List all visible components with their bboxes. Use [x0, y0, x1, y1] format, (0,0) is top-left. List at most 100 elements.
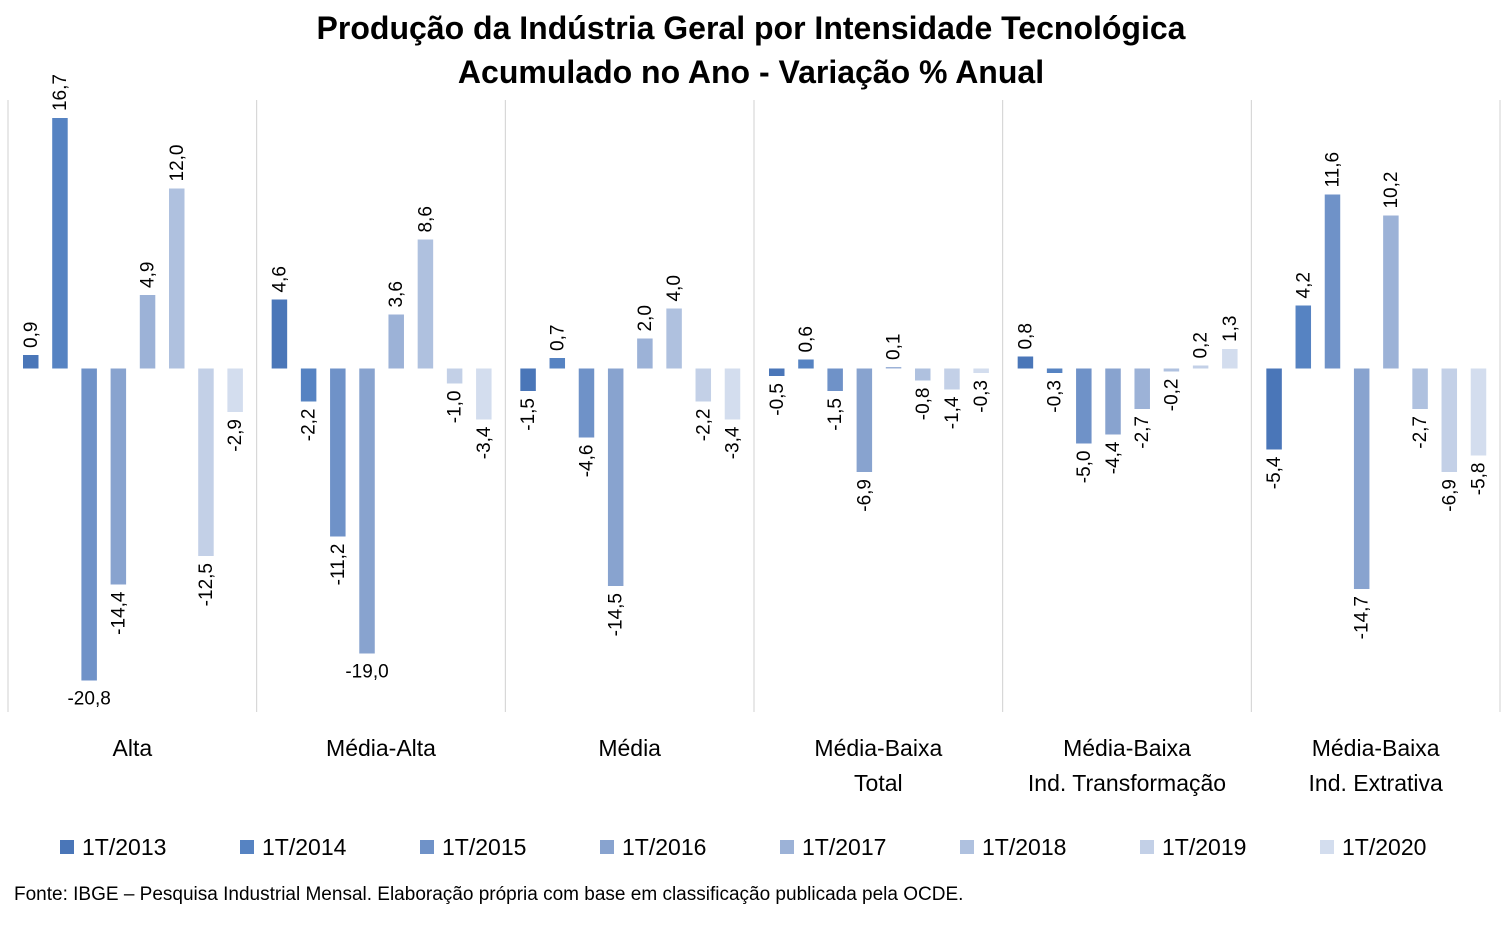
bar: [1383, 215, 1399, 369]
bar: [169, 188, 185, 369]
data-label: -4,4: [1103, 441, 1124, 474]
bar: [300, 368, 317, 402]
category-label: Ind. Transformação: [1028, 770, 1226, 796]
data-label: 3,6: [386, 281, 407, 307]
data-label: 16,7: [50, 74, 71, 111]
data-label: -0,5: [767, 383, 788, 416]
bar: [1266, 368, 1282, 450]
bar: [359, 368, 375, 654]
data-label: -11,2: [328, 544, 349, 586]
data-label: 4,9: [138, 262, 159, 288]
data-label: 11,6: [1322, 152, 1343, 188]
bar: [1076, 368, 1092, 444]
legend-label: 1T/2014: [262, 834, 347, 860]
bar: [769, 368, 785, 376]
bar: [1046, 368, 1063, 373]
data-label: 4,6: [269, 266, 290, 292]
data-label: -5,4: [1264, 456, 1285, 489]
data-label: -6,9: [1439, 479, 1460, 512]
legend-swatch: [600, 840, 614, 854]
category-label: Média-Alta: [326, 735, 436, 761]
data-label: -1,5: [825, 398, 846, 431]
legend-swatch: [240, 840, 254, 854]
bar: [915, 368, 931, 381]
bar: [1134, 368, 1150, 409]
bar: [110, 368, 127, 585]
bar: [973, 368, 989, 373]
data-label: -14,7: [1352, 596, 1373, 639]
bar: [666, 308, 682, 369]
category-label: Média-Baixa: [1312, 735, 1440, 761]
data-label: -1,5: [518, 398, 539, 431]
data-label: 4,2: [1293, 272, 1314, 298]
category-label: Média: [598, 735, 661, 761]
bar: [81, 368, 97, 681]
category-label: Média-Baixa: [1063, 735, 1191, 761]
data-label: -5,0: [1074, 451, 1095, 484]
bar: [271, 299, 288, 369]
category-label: Ind. Extrativa: [1309, 770, 1443, 796]
legend-label: 1T/2016: [622, 834, 706, 860]
bar: [724, 368, 741, 420]
data-label: -4,6: [576, 445, 597, 478]
chart-subtitle: Acumulado no Ano - Variação % Anual: [457, 54, 1045, 90]
data-label: -1,4: [942, 396, 963, 429]
legend-swatch: [960, 840, 974, 854]
bar: [1222, 349, 1238, 369]
data-label: -3,4: [722, 426, 743, 459]
data-label: 8,6: [415, 206, 436, 232]
data-label: -0,8: [913, 388, 934, 421]
data-label: 0,1: [884, 334, 905, 360]
bar: [827, 368, 843, 391]
bar: [227, 368, 243, 412]
data-label: -0,3: [971, 380, 992, 413]
bar: [1441, 368, 1458, 472]
bar: [637, 338, 653, 369]
data-label: -1,0: [445, 391, 466, 424]
data-label: 0,8: [1015, 323, 1036, 349]
bar: [330, 368, 346, 537]
bar: [1412, 368, 1428, 409]
bar: [139, 295, 156, 369]
data-label: 0,9: [21, 322, 42, 348]
bar: [607, 368, 624, 586]
bar: [198, 368, 214, 556]
bar: [1324, 194, 1341, 369]
bar: [23, 355, 39, 369]
bar: [549, 358, 566, 369]
legend-label: 1T/2018: [982, 834, 1066, 860]
bar: [417, 239, 434, 369]
data-label: -2,9: [225, 419, 246, 452]
bar: [1295, 305, 1312, 369]
data-label: -12,5: [196, 563, 217, 606]
bar-chart: 0,9 4,6 -1,5 -0,5 0,8 -5,4 16,7 -2,2 0,7 0,6 -0,3 4…: [7, 74, 1501, 860]
data-label: 2,0: [635, 305, 656, 331]
legend-swatch: [1320, 840, 1334, 854]
bar: [1163, 368, 1180, 372]
data-label: 0,6: [796, 326, 817, 352]
data-label: -2,7: [1132, 416, 1153, 449]
category-label: Média-Baixa: [814, 735, 942, 761]
data-label: -0,2: [1161, 379, 1182, 412]
bar: [1192, 365, 1209, 369]
data-label: -2,7: [1410, 416, 1431, 449]
category-label: Alta: [113, 735, 153, 761]
bar: [1017, 356, 1034, 369]
data-label: -0,3: [1045, 380, 1066, 413]
data-label: -2,2: [693, 409, 714, 442]
data-label: -5,8: [1468, 463, 1489, 496]
legend-label: 1T/2015: [442, 834, 526, 860]
legend-swatch: [780, 840, 794, 854]
bar: [1105, 368, 1121, 435]
category-label: Total: [854, 770, 903, 796]
bar: [52, 118, 68, 369]
data-label: -14,5: [606, 593, 627, 636]
source-note: Fonte: IBGE – Pesquisa Industrial Mensal…: [14, 884, 964, 905]
data-label: 10,2: [1381, 172, 1402, 209]
chart-title: Produção da Indústria Geral por Intensid…: [316, 10, 1186, 46]
bar: [1353, 368, 1370, 589]
legend-swatch: [1140, 840, 1154, 854]
legend-label: 1T/2019: [1162, 834, 1246, 860]
bar: [856, 368, 873, 472]
